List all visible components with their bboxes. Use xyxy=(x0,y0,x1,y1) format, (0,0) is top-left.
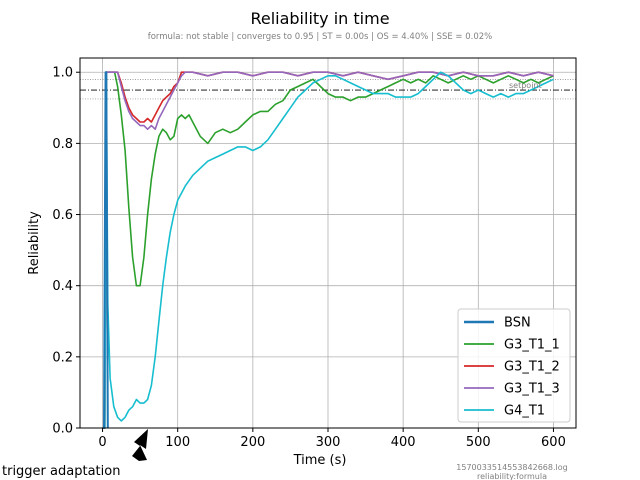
legend-box xyxy=(457,308,571,423)
y-tick-label: 0.6 xyxy=(52,208,73,223)
x-tick-label: 0 xyxy=(98,435,106,450)
x-tick-label: 300 xyxy=(316,435,341,450)
series-line-bsn xyxy=(103,71,109,429)
series-lines xyxy=(102,71,554,429)
annotation-text: trigger adaptation xyxy=(2,464,120,479)
footer-subtitle: reliability:formula xyxy=(477,472,547,480)
x-axis-ticks: 0 100 200 300 400 500 600 xyxy=(98,428,566,450)
legend-label-g4_t1: G4_T1 xyxy=(504,404,545,419)
x-tick-label: 500 xyxy=(466,435,491,450)
y-tick-label: 0.8 xyxy=(52,137,73,152)
y-tick-label: 0.2 xyxy=(52,350,73,365)
y-tick-label: 1.0 xyxy=(52,66,73,81)
x-tick-label: 600 xyxy=(541,435,566,450)
x-tick-label: 100 xyxy=(165,435,190,450)
y-tick-label: 0.0 xyxy=(52,422,73,437)
legend-label-g3_t1_3: G3_T1_3 xyxy=(504,382,560,397)
legend-label-g3_t1_2: G3_T1_2 xyxy=(504,360,560,375)
series-line-g3_t1_3 xyxy=(102,71,554,429)
reference-lines xyxy=(80,78,576,100)
trigger-adaptation-annotation: trigger adaptation xyxy=(2,429,148,479)
footer-log-id: 1570033514553842668.log xyxy=(456,463,567,472)
y-axis-label: Reliability xyxy=(27,211,42,275)
chart-subtitle: formula: not stable | converges to 0.95 … xyxy=(148,32,493,42)
series-line-g4_t1 xyxy=(102,71,554,429)
legend: BSN G3_T1_1 G3_T1_2 G3_T1_3 G4_T1 xyxy=(457,308,571,423)
legend-label-g3_t1_1: G3_T1_1 xyxy=(504,338,560,353)
setpoint-label: setpoint xyxy=(509,81,542,90)
chart-title: Reliability in time xyxy=(250,9,389,28)
legend-label-bsn: BSN xyxy=(504,316,531,331)
annotation-arrow xyxy=(132,429,148,461)
x-tick-label: 200 xyxy=(240,435,265,450)
x-axis-label: Time (s) xyxy=(293,453,347,468)
x-tick-label: 400 xyxy=(391,435,416,450)
y-tick-label: 0.4 xyxy=(52,279,73,294)
series-line-g3_t1_1 xyxy=(102,71,554,429)
y-axis-ticks: 0.0 0.2 0.4 0.6 0.8 1.0 xyxy=(52,66,80,437)
